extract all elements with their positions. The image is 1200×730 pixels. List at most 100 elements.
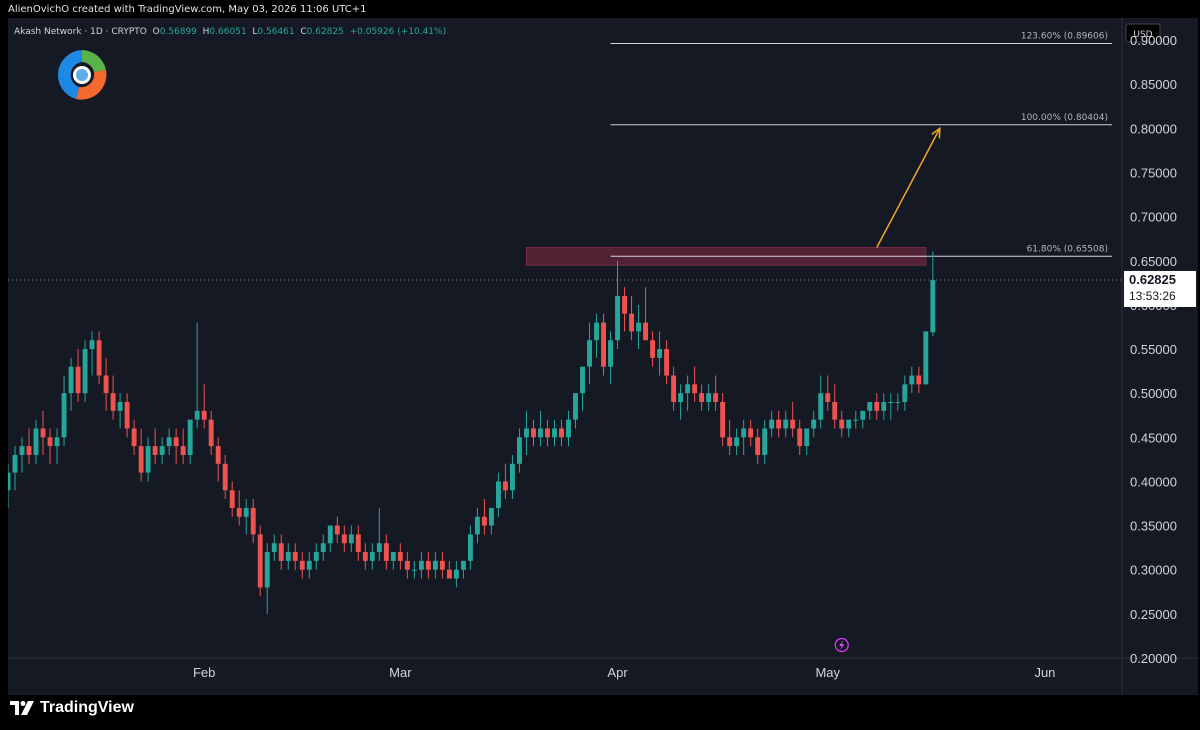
candle-body — [559, 428, 564, 438]
candle-body — [495, 481, 501, 508]
x-tick-label: Apr — [607, 665, 628, 680]
candle-body — [376, 543, 382, 553]
candle-body — [643, 322, 649, 341]
candle-body — [706, 393, 712, 402]
y-tick-label: 0.35000 — [1130, 519, 1177, 534]
candle-body — [839, 419, 845, 429]
candle-body — [671, 375, 677, 402]
candle-body — [271, 543, 277, 553]
currency-box — [1125, 23, 1161, 43]
y-tick-label: 0.70000 — [1130, 210, 1177, 225]
candle-body — [208, 419, 214, 447]
candle-body — [418, 560, 424, 570]
candle-body — [425, 560, 431, 570]
candle-body — [818, 393, 824, 420]
ohlc-legend: Akash Network · 1D · CRYPTO O0.56899 H0.… — [14, 27, 446, 37]
candle-body — [159, 446, 165, 455]
candle-body — [341, 534, 347, 544]
candle-body — [8, 472, 11, 491]
tradingview-brand-text: TradingView — [40, 699, 134, 716]
y-tick-label: 0.45000 — [1130, 430, 1177, 445]
candle-body — [566, 419, 571, 438]
y-tick-label: 0.40000 — [1130, 474, 1177, 489]
candle-body — [33, 428, 39, 455]
candle-body — [762, 428, 768, 455]
last-price-box — [1124, 270, 1196, 307]
candle-body — [327, 525, 333, 544]
candle-body — [594, 322, 599, 341]
candle-body — [103, 375, 109, 394]
candle-body — [446, 569, 452, 579]
projection-arrow-head — [931, 126, 941, 139]
fib-level-label: 123.60% (0.89606) — [1021, 32, 1108, 42]
candlestick-chart[interactable]: USD 0.20000 0.25000 0.30000 0.35000 0.40000 0.… — [8, 18, 1198, 695]
candle-body — [250, 507, 256, 535]
x-tick-label: Mar — [389, 665, 412, 680]
candle-body — [12, 454, 18, 473]
candle-body — [369, 552, 375, 561]
candle-body — [664, 349, 670, 376]
candle-body — [285, 552, 291, 561]
candle-body — [47, 437, 53, 447]
candle-body — [832, 402, 838, 420]
candle-body — [264, 552, 270, 588]
candle-body — [334, 525, 340, 535]
candle-body — [909, 375, 915, 385]
candle-body — [678, 393, 684, 402]
candle-body — [411, 569, 417, 571]
candle-body — [313, 552, 319, 561]
candle-body — [895, 402, 901, 403]
close-value: 0.62825 — [306, 27, 344, 37]
chart-area[interactable]: USD 0.20000 0.25000 0.30000 0.35000 0.40000 0.… — [8, 18, 1198, 695]
candle-body — [82, 349, 88, 394]
candle-body — [61, 393, 67, 438]
candle-body — [769, 419, 775, 429]
candle-body — [397, 552, 403, 561]
candle-body — [117, 402, 123, 411]
candle-body — [96, 340, 102, 376]
candle-body — [68, 366, 74, 394]
candle-body — [720, 402, 726, 438]
candle-body — [488, 507, 494, 526]
fib-level-label: 100.00% (0.80404) — [1021, 113, 1108, 123]
candle-body — [404, 560, 410, 570]
candle-body — [89, 340, 95, 350]
symbol-title: Akash Network · 1D · CRYPTO — [14, 27, 147, 37]
y-tick-label: 0.85000 — [1130, 77, 1177, 92]
candle-body — [916, 375, 922, 385]
currency-label: USD — [1133, 30, 1152, 40]
candle-body — [432, 560, 438, 570]
price-axis-panel — [1122, 18, 1198, 695]
candle-body — [755, 437, 761, 455]
candle-body — [510, 463, 515, 491]
candle-body — [790, 419, 796, 429]
candle-body — [355, 534, 361, 553]
candle-body — [166, 437, 172, 447]
y-tick-label: 0.30000 — [1130, 563, 1177, 578]
candle-body — [860, 410, 866, 420]
bar-countdown-label: 13:53:26 — [1129, 289, 1176, 303]
low-label: L — [252, 27, 258, 37]
candle-body — [573, 393, 578, 420]
candle-body — [797, 428, 803, 447]
change-value: +0.05926 (+10.41%) — [349, 27, 447, 37]
candle-body — [131, 428, 137, 447]
candle-body — [804, 428, 810, 447]
last-price-label: 0.62825 — [1129, 272, 1176, 287]
candle-body — [75, 366, 81, 394]
y-tick-label: 0.80000 — [1130, 121, 1177, 136]
x-tick-label: Feb — [193, 665, 215, 680]
candle-body — [734, 437, 740, 447]
candle-body — [453, 569, 459, 579]
y-tick-label: 0.75000 — [1130, 165, 1177, 180]
candle-body — [727, 437, 733, 447]
candle-body — [888, 402, 894, 403]
candle-body — [853, 419, 859, 421]
candle-body — [867, 402, 873, 411]
candle-body — [902, 384, 908, 402]
candle-body — [650, 340, 656, 358]
candle-body — [299, 560, 305, 570]
candle-body — [552, 428, 557, 438]
candle-body — [187, 419, 193, 455]
y-tick-label: 0.90000 — [1130, 33, 1177, 48]
